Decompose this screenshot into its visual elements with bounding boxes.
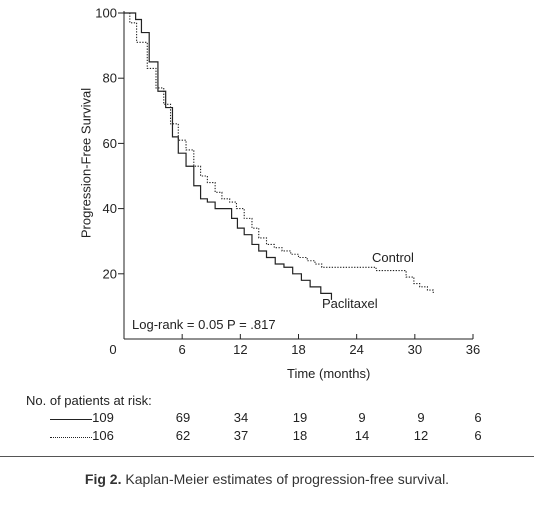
x-tick-label: 30 [408,342,422,357]
log-rank-annotation: Log-rank = 0.05 P = .817 [132,317,276,332]
risk-value: 18 [292,428,308,443]
y-tick-label: 20 [103,266,117,281]
risk-value: 106 [92,428,114,443]
caption-label: Fig 2. [84,471,122,487]
risk-value: 6 [474,410,482,425]
x-tick-label: 24 [349,342,363,357]
series-label-paclitaxel: Paclitaxel [322,296,378,311]
risk-value: 109 [92,410,114,425]
y-tick-label: 80 [103,71,117,86]
x-tick-label: 12 [233,342,247,357]
risk-row-dotted-marker [50,437,92,438]
figure-caption: Fig 2. Kaplan-Meier estimates of progres… [0,471,534,487]
risk-row-solid-marker [50,419,92,420]
x-tick-label: 36 [466,342,480,357]
y-axis-label: Progression-Free Survival [78,87,94,239]
risk-value: 6 [474,428,482,443]
km-plot: 6 12 18 24 30 36 0 20 40 60 80 100 [95,6,480,358]
risk-table-title: No. of patients at risk: [26,393,152,408]
risk-value: 12 [413,428,429,443]
risk-value: 19 [292,410,308,425]
risk-value: 14 [354,428,370,443]
y-tick-label: 40 [103,201,117,216]
x-origin-label: 0 [109,342,116,357]
series-label-control: Control [372,250,414,265]
y-tick-label: 100 [95,6,117,21]
caption-text: Kaplan-Meier estimates of progression-fr… [121,471,450,487]
caption-divider [0,456,534,457]
series-layer [124,12,434,300]
risk-value: 62 [175,428,191,443]
risk-value: 34 [233,410,249,425]
risk-value: 69 [175,410,191,425]
risk-value: 9 [417,410,425,425]
risk-value: 9 [358,410,366,425]
series-line-paclitaxel [124,12,333,300]
x-tick-label: 6 [179,342,186,357]
risk-value: 37 [233,428,249,443]
series-line-control [124,12,434,294]
x-axis-label: Time (months) [287,366,371,381]
axes: 6 12 18 24 30 36 0 20 40 60 80 100 [95,6,480,358]
y-tick-label: 60 [103,136,117,151]
x-tick-label: 18 [291,342,305,357]
